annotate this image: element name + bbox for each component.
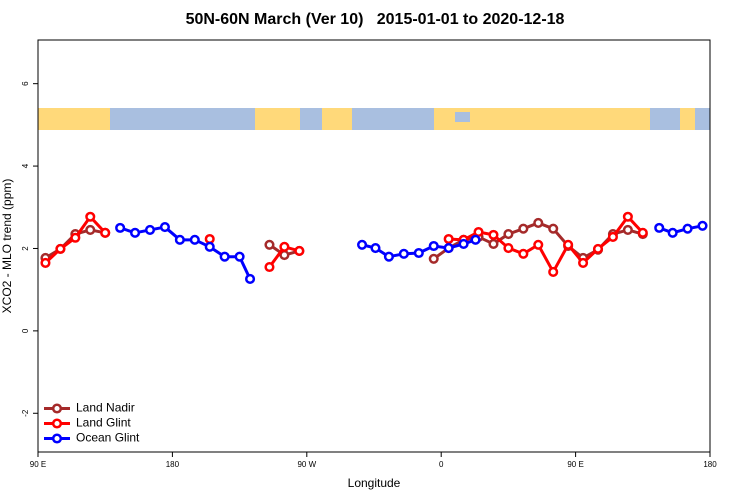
data-point bbox=[488, 238, 499, 249]
legend-swatch-marker bbox=[51, 433, 63, 444]
y-axis-label: XCO2 - MLO trend (ppm) bbox=[0, 179, 14, 314]
data-point bbox=[443, 233, 454, 245]
data-point bbox=[533, 239, 544, 250]
data-point bbox=[622, 224, 633, 235]
chart-title: 50N-60N March (Ver 10) 2015-01-01 to 202… bbox=[186, 11, 565, 28]
data-point bbox=[204, 241, 215, 252]
data-point bbox=[443, 243, 454, 254]
data-point bbox=[189, 234, 200, 245]
data-point bbox=[413, 247, 424, 259]
y-tick-label: 6 bbox=[21, 81, 30, 86]
data-point bbox=[470, 234, 481, 245]
data-point bbox=[144, 224, 156, 235]
data-point bbox=[428, 253, 439, 264]
map-band bbox=[38, 108, 710, 130]
data-point bbox=[100, 227, 111, 238]
y-tick-label: 0 bbox=[21, 328, 30, 333]
data-point bbox=[697, 220, 708, 231]
legend-swatch-marker bbox=[51, 403, 63, 414]
data-point bbox=[607, 231, 618, 242]
y-tick-label: 2 bbox=[21, 246, 30, 251]
data-point bbox=[473, 226, 484, 238]
data-point bbox=[578, 257, 589, 268]
x-tick-label: 180 bbox=[703, 460, 717, 469]
data-point bbox=[563, 239, 574, 250]
data-point bbox=[219, 251, 230, 262]
x-tick-label: 90 E bbox=[30, 460, 46, 469]
data-point bbox=[70, 232, 81, 243]
data-point bbox=[279, 241, 290, 252]
legend-label: Land Glint bbox=[76, 416, 131, 430]
data-point bbox=[548, 223, 559, 234]
data-point bbox=[682, 223, 693, 234]
legend-label: Land Nadir bbox=[76, 401, 135, 415]
x-tick-label: 90 W bbox=[297, 460, 316, 469]
data-point bbox=[654, 222, 665, 233]
plot-frame bbox=[37, 39, 711, 453]
data-point bbox=[428, 240, 439, 252]
data-point bbox=[159, 221, 170, 233]
data-point bbox=[174, 234, 185, 245]
data-point bbox=[667, 227, 678, 238]
data-point bbox=[370, 243, 381, 254]
data-point bbox=[40, 257, 51, 268]
data-point bbox=[357, 239, 368, 250]
data-point bbox=[533, 217, 544, 228]
data-point bbox=[204, 233, 215, 245]
data-point bbox=[622, 211, 633, 222]
legend-swatch-marker bbox=[51, 418, 63, 429]
data-point bbox=[592, 243, 604, 254]
series bbox=[40, 217, 648, 264]
data-point bbox=[234, 251, 245, 262]
data-point bbox=[264, 261, 275, 273]
data-point bbox=[503, 229, 514, 240]
legend-label: Ocean Glint bbox=[76, 431, 140, 445]
data-point bbox=[130, 227, 141, 238]
data-point bbox=[518, 223, 529, 234]
y-tick-label: 4 bbox=[21, 163, 30, 168]
data-point bbox=[85, 211, 96, 222]
data-point bbox=[294, 245, 305, 256]
data-point bbox=[637, 227, 648, 238]
data-point bbox=[383, 251, 394, 262]
data-point bbox=[245, 273, 256, 285]
data-point bbox=[85, 224, 96, 235]
data-point bbox=[458, 238, 469, 249]
data-point bbox=[488, 229, 499, 240]
x-tick-label: 0 bbox=[439, 460, 444, 469]
y-tick-label: -2 bbox=[21, 409, 30, 417]
data-point bbox=[503, 243, 514, 254]
data-point bbox=[264, 239, 275, 250]
data-point bbox=[398, 248, 409, 259]
data-point bbox=[115, 222, 126, 233]
series bbox=[115, 220, 708, 285]
data-point bbox=[518, 248, 529, 259]
x-tick-label: 90 E bbox=[567, 460, 583, 469]
x-axis-label: Longitude bbox=[348, 476, 401, 490]
data-point bbox=[548, 266, 559, 278]
x-tick-label: 180 bbox=[166, 460, 180, 469]
series bbox=[40, 211, 648, 278]
data-point bbox=[55, 243, 66, 254]
